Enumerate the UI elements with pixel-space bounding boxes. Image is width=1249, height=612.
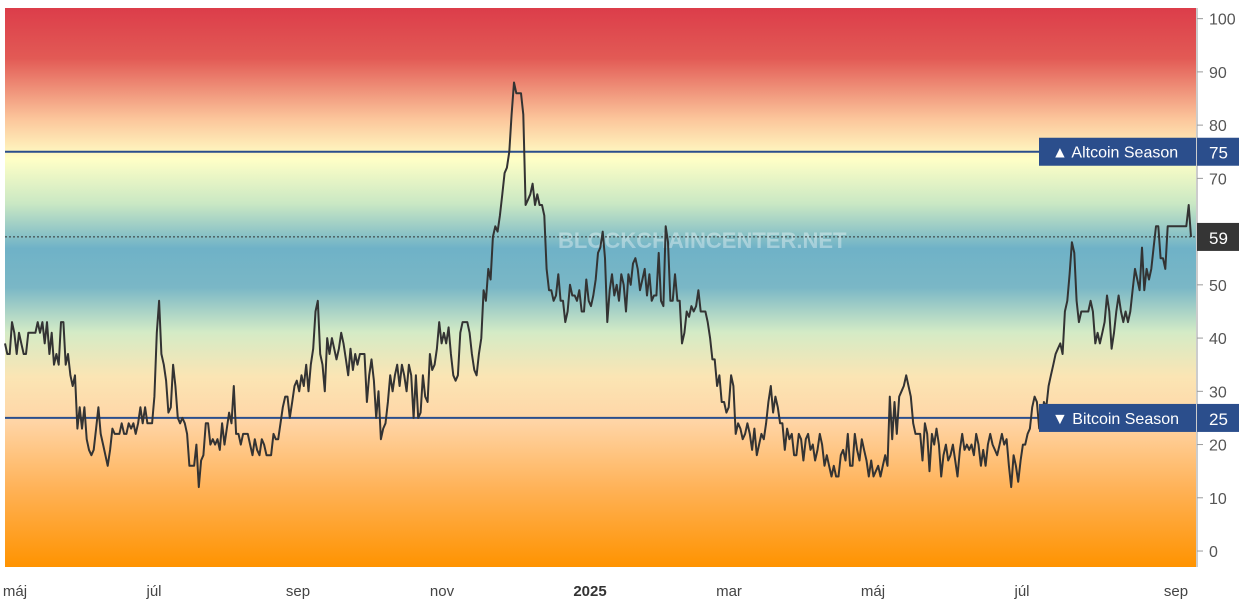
x-tick-label: júl (145, 583, 161, 600)
y-tick-label: 100 (1209, 12, 1236, 29)
x-tick-label: máj (3, 583, 27, 600)
x-tick-label: nov (430, 583, 455, 600)
reference-badge-label: ▼ Bitcoin Season (1052, 411, 1179, 428)
y-tick-label: 40 (1209, 331, 1227, 348)
x-axis: máj júl sep nov 2025 mar máj júl sep (3, 583, 1188, 600)
reference-value-badge (1197, 137, 1239, 166)
y-tick-label: 50 (1209, 278, 1227, 295)
current-value-badge (1197, 222, 1239, 251)
series-line-altcoin-index (4, 81, 1192, 489)
current-value-label: 59 (1209, 229, 1228, 248)
x-tick-label: sep (1164, 583, 1188, 600)
x-tick-label: sep (286, 583, 310, 600)
y-tick-label: 30 (1209, 384, 1227, 401)
y-tick-label: 80 (1209, 118, 1227, 135)
watermark: BLOCKCHAINCENTER.NET (558, 228, 847, 253)
reference-value-label: 75 (1209, 144, 1228, 163)
y-tick-label: 90 (1209, 65, 1227, 82)
y-axis: 0102030405060708090100 (1196, 8, 1236, 567)
reference-lines (5, 150, 1196, 419)
reference-value-label: 25 (1209, 410, 1228, 429)
plot-background (5, 8, 1196, 567)
x-tick-label: júl (1013, 583, 1029, 600)
y-tick-label: 10 (1209, 491, 1227, 508)
x-tick-label: 2025 (573, 583, 606, 600)
y-tick-label: 20 (1209, 438, 1227, 455)
reference-badge (1039, 403, 1196, 432)
reference-value-badge (1197, 403, 1239, 432)
x-tick-label: mar (716, 583, 742, 600)
x-tick-label: máj (861, 583, 885, 600)
y-tick-label: 0 (1209, 544, 1218, 561)
reference-badge (1039, 137, 1196, 166)
value-labels: ▲ Altcoin Season 75 ▼ Bitcoin Season 25 59 (1039, 137, 1239, 432)
y-tick-label: 70 (1209, 171, 1227, 188)
reference-badge-label: ▲ Altcoin Season (1052, 145, 1178, 162)
